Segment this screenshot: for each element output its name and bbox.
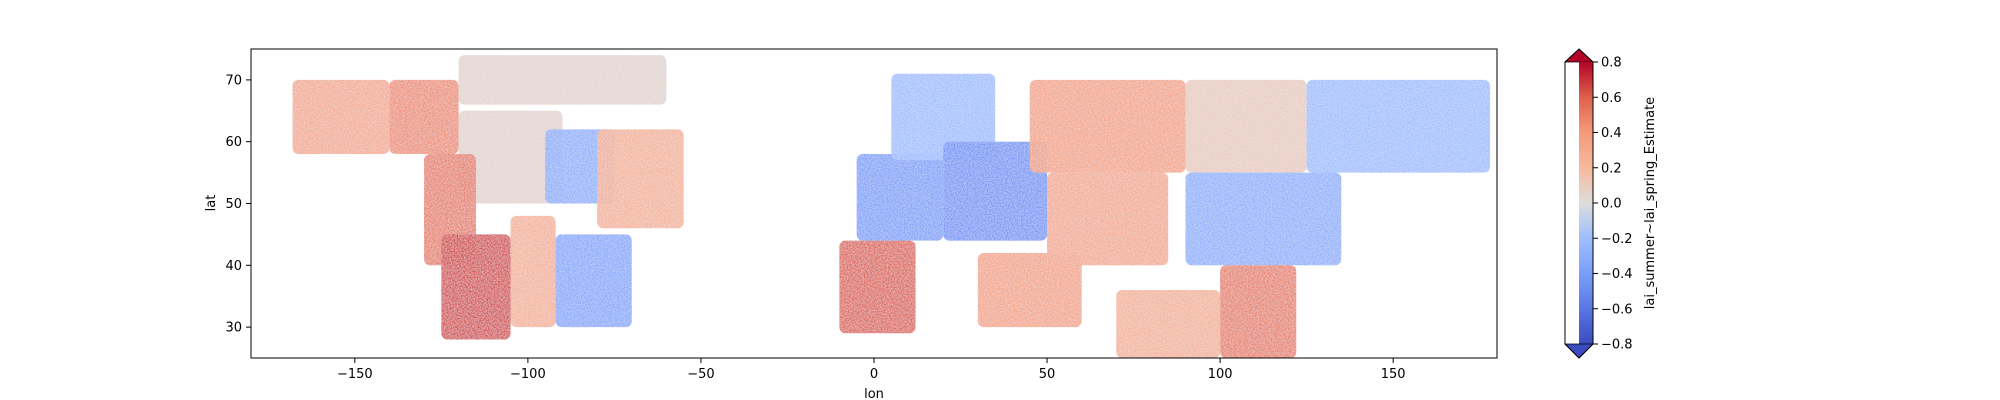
heatmap-region (1185, 172, 1342, 266)
heatmap-region (891, 73, 996, 161)
colorbar-tick-label: 0.6 (1601, 91, 1622, 106)
heatmap-region (597, 129, 684, 229)
heatmap-region (510, 215, 556, 328)
heatmap-region (389, 79, 459, 155)
y-tick-label: 70 (225, 73, 242, 88)
heatmap-region (1306, 79, 1491, 173)
heatmap-region (292, 79, 390, 155)
colorbar-extend-min (1564, 343, 1594, 359)
colorbar-tick-label: 0.2 (1601, 161, 1622, 176)
y-axis-label: lat (204, 195, 219, 212)
x-tick-label: 150 (1381, 367, 1406, 382)
x-tick-label: 0 (870, 367, 878, 382)
x-axis-label: lon (864, 387, 884, 400)
heatmap-region (458, 55, 667, 105)
heatmap-region (856, 154, 944, 241)
heatmap-regions (292, 55, 1491, 358)
colorbar: −0.8 −0.6 −0.4 −0.2 0.0 0.2 0.4 0.6 0.8 lai_summ… (1563, 48, 1658, 359)
colorbar-label: lai_summer~lai_spring_Estimate (1643, 97, 1658, 309)
colorbar-extend-max (1563, 48, 1595, 63)
heatmap-region (1220, 265, 1297, 358)
colorbar-tick-label: −0.2 (1601, 232, 1633, 247)
colorbar-ticks: −0.8 −0.6 −0.4 −0.2 0.0 0.2 0.4 0.6 0.8 (1593, 56, 1633, 353)
y-tick-label: 40 (225, 259, 242, 274)
heatmap-region (441, 234, 511, 340)
heatmap-region (839, 240, 916, 334)
colorbar-tick-label: −0.4 (1601, 267, 1633, 282)
heatmap-region (977, 252, 1082, 328)
heatmap-field (292, 55, 1491, 358)
heatmap-region (458, 110, 563, 204)
colorbar-tick-label: 0.4 (1601, 126, 1622, 141)
y-axis: 30 40 50 60 70 (225, 73, 251, 336)
y-tick-label: 50 (225, 197, 242, 212)
heatmap-region (555, 234, 632, 328)
heatmap-region (1047, 172, 1169, 266)
x-tick-label: −150 (337, 367, 373, 382)
heatmap-region (943, 141, 1048, 241)
heatmap-region (1116, 290, 1221, 358)
x-tick-label: 50 (1039, 367, 1056, 382)
x-tick-label: 100 (1208, 367, 1233, 382)
y-tick-label: 60 (225, 135, 242, 150)
y-tick-label: 30 (225, 321, 242, 336)
colorbar-tick-label: −0.6 (1601, 302, 1633, 317)
heatmap-region (1029, 79, 1186, 173)
x-axis: −150 −100 −50 0 50 100 150 (337, 358, 1406, 382)
colorbar-tick-label: 0.8 (1601, 56, 1622, 71)
colorbar-tick-label: −0.8 (1601, 338, 1633, 353)
heatmap-region (1185, 79, 1307, 173)
colorbar-tick-label: 0.0 (1601, 197, 1622, 212)
colorbar-gradient (1579, 62, 1593, 344)
x-tick-label: −50 (687, 367, 714, 382)
x-tick-label: −100 (510, 367, 546, 382)
